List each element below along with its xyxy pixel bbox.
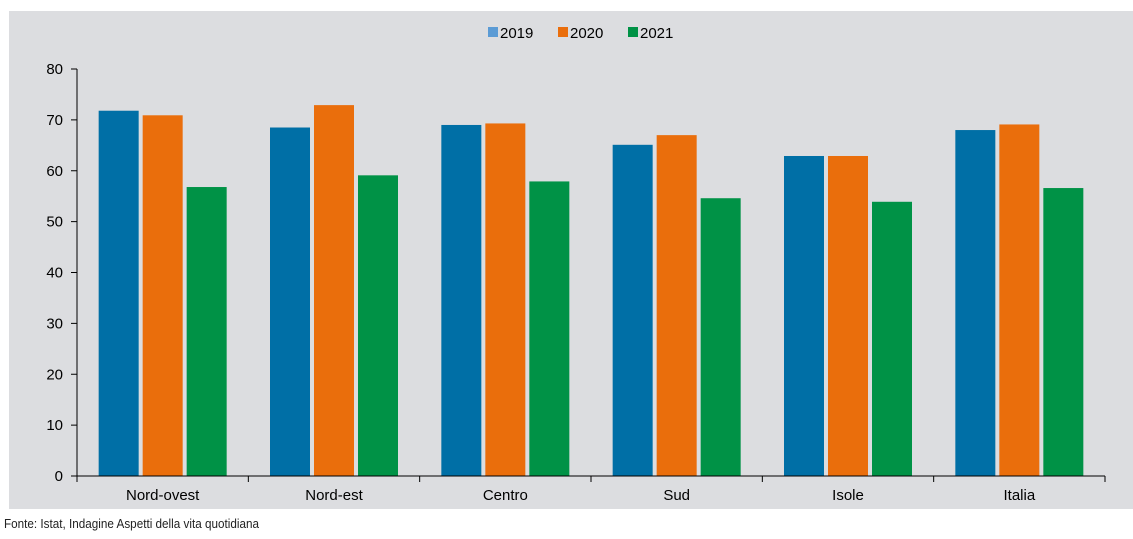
legend-swatch-2019: [488, 27, 498, 37]
y-tick-label-40: 40: [46, 265, 63, 282]
bar-2020-centro: [485, 123, 525, 476]
y-tick-label-50: 50: [46, 214, 63, 231]
x-category-label-nord-est: Nord-est: [305, 487, 363, 504]
bar-2019-centro: [441, 125, 481, 476]
bar-2020-italia: [999, 124, 1039, 476]
bar-2021-nord-ovest: [187, 187, 227, 476]
legend-label-2020: 2020: [570, 25, 603, 42]
y-tick-label-20: 20: [46, 366, 63, 383]
bar-2019-nord-ovest: [99, 111, 139, 476]
bar-2020-sud: [657, 135, 697, 476]
bar-2020-isole: [828, 156, 868, 476]
legend-label-2021: 2021: [640, 25, 673, 42]
legend-swatch-2020: [558, 27, 568, 37]
bar-2021-centro: [529, 181, 569, 476]
bar-2019-italia: [955, 130, 995, 476]
bar-2019-sud: [613, 145, 653, 476]
bar-2020-nord-est: [314, 105, 354, 476]
x-category-label-centro: Centro: [483, 487, 528, 504]
x-category-label-italia: Italia: [1003, 487, 1035, 504]
bar-2021-sud: [701, 198, 741, 476]
legend-swatch-2021: [628, 27, 638, 37]
x-category-label-sud: Sud: [663, 487, 690, 504]
x-category-label-isole: Isole: [832, 487, 864, 504]
y-tick-label-0: 0: [55, 468, 63, 485]
y-tick-label-10: 10: [46, 417, 63, 434]
source-note: Fonte: Istat, Indagine Aspetti della vit…: [4, 516, 259, 531]
legend-label-2019: 2019: [500, 25, 533, 42]
y-tick-label-70: 70: [46, 112, 63, 129]
bar-2021-nord-est: [358, 175, 398, 476]
bar-2021-italia: [1043, 188, 1083, 476]
bar-2019-nord-est: [270, 128, 310, 476]
y-tick-label-30: 30: [46, 315, 63, 332]
y-tick-label-60: 60: [46, 163, 63, 180]
x-category-label-nord-ovest: Nord-ovest: [126, 487, 200, 504]
bar-2019-isole: [784, 156, 824, 476]
y-tick-label-80: 80: [46, 61, 63, 78]
bar-2020-nord-ovest: [143, 115, 183, 476]
bar-2021-isole: [872, 202, 912, 476]
